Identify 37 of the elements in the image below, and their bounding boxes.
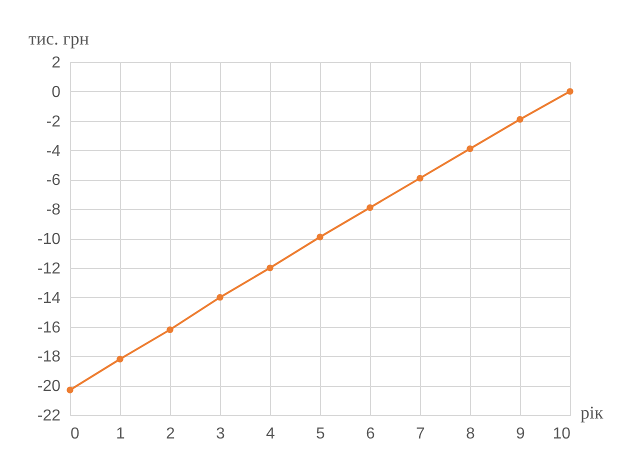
point	[116, 356, 124, 362]
y-tick-label: 2	[52, 54, 61, 72]
x-tick-label: 7	[416, 426, 426, 442]
y-tick-label: -10	[37, 231, 61, 248]
point	[266, 264, 274, 272]
x-tick-label: 0	[70, 426, 80, 442]
x-tick-label: 3	[216, 426, 226, 442]
y-axis-title: тис. грн	[28, 28, 90, 48]
x-tick-label: 9	[516, 426, 526, 442]
y-tick-label: -2	[46, 113, 61, 130]
x-tick-label: 2	[166, 426, 176, 442]
point	[366, 204, 374, 211]
point	[166, 326, 174, 334]
point	[66, 386, 74, 394]
x-tick-label: 5	[316, 426, 326, 442]
y-tick-label: -8	[46, 202, 61, 219]
y-tick-label: -6	[46, 172, 61, 190]
point	[416, 174, 424, 182]
y-tick-label: -14	[37, 290, 61, 307]
y-tick-label: -12	[37, 260, 61, 278]
y-tick-label: 0	[52, 84, 61, 101]
y-tick-label: -4	[46, 142, 61, 160]
point	[566, 88, 574, 95]
x-tick-label: 1	[116, 426, 126, 442]
x-tick-label: 4	[266, 426, 276, 442]
point	[216, 294, 224, 301]
y-tick-label: -22	[37, 408, 61, 424]
point	[316, 234, 324, 240]
point	[466, 145, 474, 152]
x-tick-label: 8	[466, 426, 476, 442]
point	[516, 116, 524, 123]
y-tick-label: -20	[37, 378, 61, 396]
y-tick-label: -18	[37, 348, 61, 366]
x-tick-label: 10	[552, 426, 571, 442]
x-axis-title: рік	[580, 402, 604, 422]
x-tick-label: 6	[366, 426, 376, 442]
y-tick-label: -16	[37, 319, 61, 336]
